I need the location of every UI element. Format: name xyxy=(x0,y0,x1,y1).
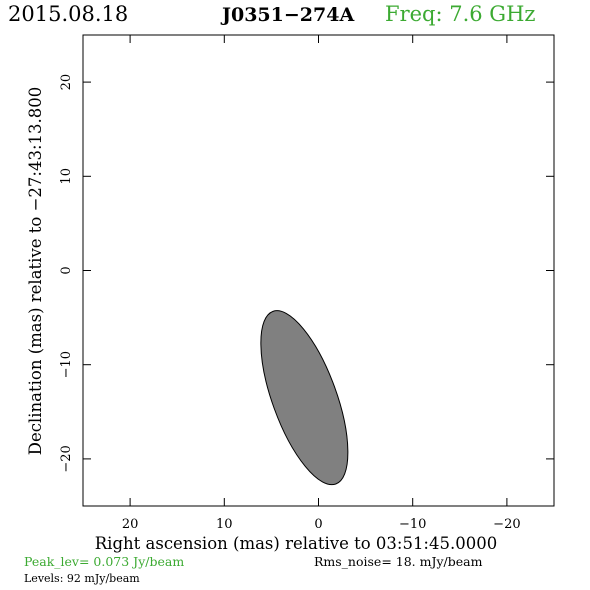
contour-levels: Levels: 92 mJy/beam xyxy=(24,572,140,585)
x-tick-label: 20 xyxy=(122,517,139,532)
source-name: J0351−274A xyxy=(222,4,355,26)
peak-level: Peak_lev= 0.073 Jy/beam xyxy=(24,554,185,569)
components-layer xyxy=(260,310,349,486)
frequency-label: Freq: 7.6 GHz xyxy=(385,2,536,26)
y-tick-label: −10 xyxy=(59,351,74,378)
y-axis-label: Declination (mas) relative to −27:43:13.… xyxy=(26,87,45,456)
x-tick-label: −10 xyxy=(399,517,426,532)
observation-date: 2015.08.18 xyxy=(8,2,129,26)
y-tick-label: 0 xyxy=(59,266,74,274)
component-ellipse xyxy=(260,310,349,486)
rms-noise: Rms_noise= 18. mJy/beam xyxy=(314,554,483,569)
x-axis-label: Right ascension (mas) relative to 03:51:… xyxy=(95,534,497,553)
axis-ticks: 20 10 0 −10 −20 20 10 0 −10 −20 xyxy=(59,35,554,532)
x-tick-label: −20 xyxy=(493,517,520,532)
x-tick-label: 10 xyxy=(216,517,233,532)
y-tick-label: −20 xyxy=(59,445,74,472)
x-tick-label: 0 xyxy=(314,517,322,532)
y-tick-label: 10 xyxy=(59,168,74,185)
y-tick-label: 20 xyxy=(59,74,74,91)
